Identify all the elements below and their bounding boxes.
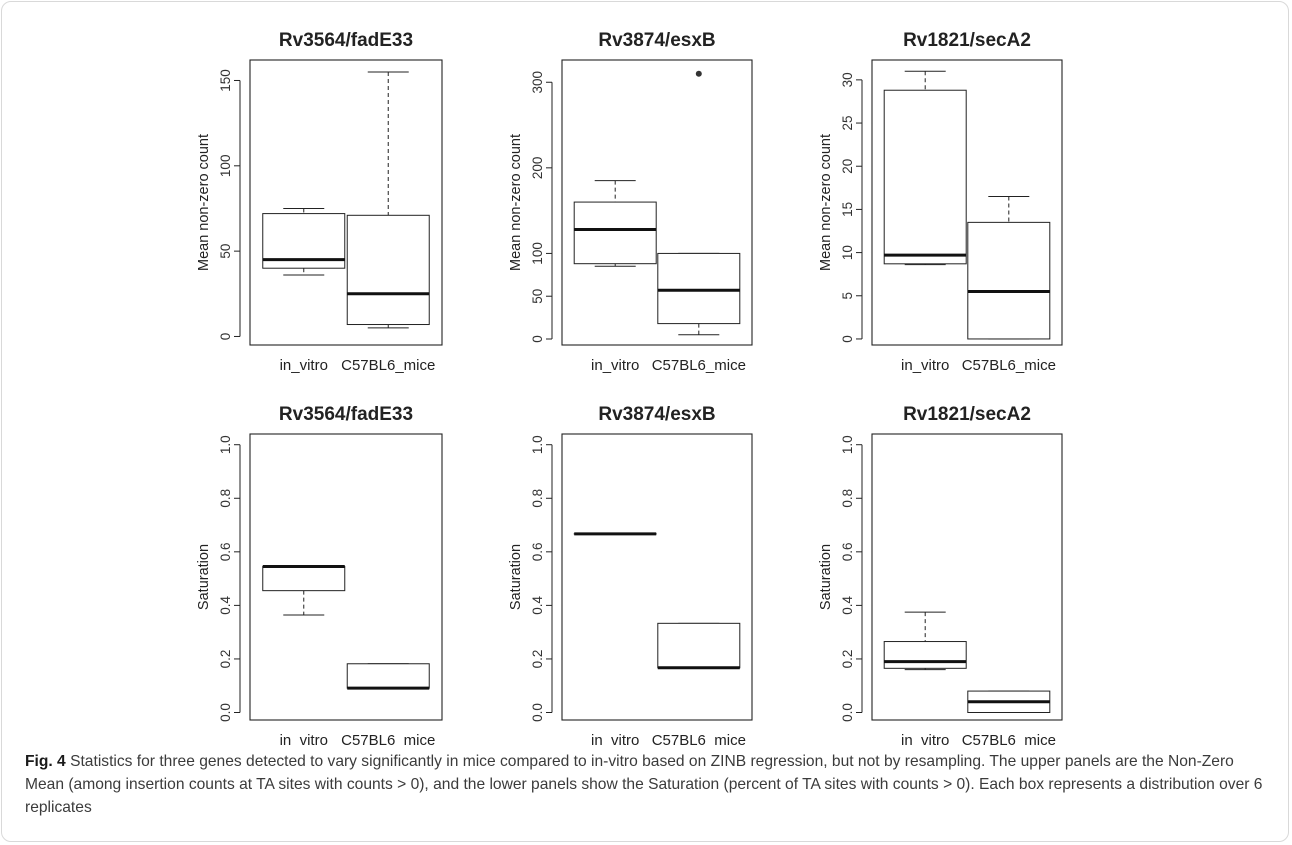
panel-2-box-2-iqr-box (657, 252, 741, 325)
panel-4-y-tick-label: 1.0 (218, 435, 233, 454)
panel-5-y-tick-label: 0.4 (530, 596, 545, 615)
panel-4-y-tick-label: 0.4 (218, 596, 233, 615)
panel-3-y-axis-label: Mean non-zero count (818, 134, 834, 271)
panel-3-y-tick-label: 30 (840, 72, 855, 87)
panel-5-x-category-label: in_vitro (591, 732, 639, 745)
panel-4-y-axis-label: Saturation (196, 544, 212, 610)
panel-4-y-tick-label: 0.6 (218, 542, 233, 561)
panel-2-title: Rv3874/esxB (598, 30, 715, 51)
panel-2-y-tick-label: 200 (530, 157, 545, 180)
panel-3-y-tick-label: 10 (840, 245, 855, 260)
panel-6-plot-frame (871, 433, 1063, 721)
panel-4-title: Rv3564/fadE33 (279, 404, 413, 425)
panel-1-plot-frame (249, 59, 443, 346)
panel-3-x-category-label: C57BL6_mice (962, 357, 1056, 374)
panel-6-y-axis-label: Saturation (818, 544, 834, 610)
panel-4-box-1-iqr-box (262, 566, 346, 592)
panel-2-y-tick-label: 300 (530, 71, 545, 94)
panel-5-y-tick-label: 0.6 (530, 542, 545, 561)
panel-4-y-tick-label: 0.0 (218, 703, 233, 722)
panel-3-y-tick-label: 20 (840, 159, 855, 174)
panel-3-y-tick-label: 25 (840, 116, 855, 131)
panel-4-box-2-iqr-box (346, 663, 430, 689)
panel-2-plot-frame (561, 59, 753, 346)
panel-5-y-tick-label: 0.2 (530, 650, 545, 669)
panel-5-y-tick-label: 0.8 (530, 489, 545, 508)
panel-3-title: Rv1821/secA2 (903, 30, 1031, 51)
panel-1-box-2-iqr-box (346, 214, 430, 326)
panel-5-x-category-label: C57BL6_mice (652, 732, 746, 745)
panel-3-plot-frame (871, 59, 1063, 346)
panel-6-y-tick-label: 0.8 (840, 489, 855, 508)
panel-6-box-1-iqr-box (883, 641, 967, 669)
panel-4-y-tick-label: 0.8 (218, 489, 233, 508)
panel-2-y-axis-label: Mean non-zero count (508, 134, 524, 271)
panel-2-box-2-outlier (695, 70, 702, 77)
panel-4-plot-frame (249, 433, 443, 721)
panel-1-x-category-label: C57BL6_mice (341, 357, 435, 374)
panel-6-x-category-label: in_vitro (901, 732, 949, 745)
panel-6-y-tick-label: 0.0 (840, 703, 855, 722)
panel-3-x-category-label: in_vitro (901, 357, 949, 374)
panel-6-y-tick-label: 0.6 (840, 542, 855, 561)
panel-1-y-tick-label: 150 (218, 69, 233, 92)
panel-2-y-tick-label: 100 (530, 242, 545, 265)
panel-2-box-1-iqr-box (573, 201, 657, 265)
panel-1-y-axis-label: Mean non-zero count (196, 134, 212, 271)
panel-5-plot-frame (561, 433, 753, 721)
panel-1-x-category-label: in_vitro (280, 357, 328, 374)
panel-1-y-tick-label: 100 (218, 155, 233, 178)
panel-6-y-tick-label: 0.4 (840, 596, 855, 615)
panel-6-y-tick-label: 1.0 (840, 435, 855, 454)
figure-label: Fig. 4 (25, 753, 66, 770)
panel-3-y-tick-label: 5 (840, 292, 855, 300)
panel-1-y-tick-label: 0 (218, 333, 233, 341)
panel-4-y-tick-label: 0.2 (218, 650, 233, 669)
panel-5-title: Rv3874/esxB (598, 404, 715, 425)
panel-4-x-category-label: in_vitro (280, 732, 328, 745)
panel-3-box-2-iqr-box (967, 221, 1051, 340)
panel-5-y-tick-label: 0.0 (530, 703, 545, 722)
panel-6-title: Rv1821/secA2 (903, 404, 1031, 425)
panel-4-x-category-label: C57BL6_mice (341, 732, 435, 745)
caption-text: Statistics for three genes detected to v… (25, 753, 1263, 816)
panel-2-y-tick-label: 0 (530, 335, 545, 343)
panel-2-y-tick-label: 50 (530, 289, 545, 304)
panel-3-box-1-iqr-box (883, 89, 967, 265)
figure-caption: Fig. 4 Statistics for three genes detect… (25, 750, 1270, 819)
panel-2-x-category-label: C57BL6_mice (652, 357, 746, 374)
panel-1-title: Rv3564/fadE33 (279, 30, 413, 51)
panel-6-y-tick-label: 0.2 (840, 650, 855, 669)
panel-5-y-axis-label: Saturation (508, 544, 524, 610)
panel-3-y-tick-label: 0 (840, 335, 855, 343)
panel-3-y-tick-label: 15 (840, 202, 855, 217)
panel-5-box-2-iqr-box (657, 622, 741, 669)
panel-5-y-tick-label: 1.0 (530, 435, 545, 454)
panel-2-x-category-label: in_vitro (591, 357, 639, 374)
panel-6-x-category-label: C57BL6_mice (962, 732, 1056, 745)
panel-1-y-tick-label: 50 (218, 244, 233, 259)
